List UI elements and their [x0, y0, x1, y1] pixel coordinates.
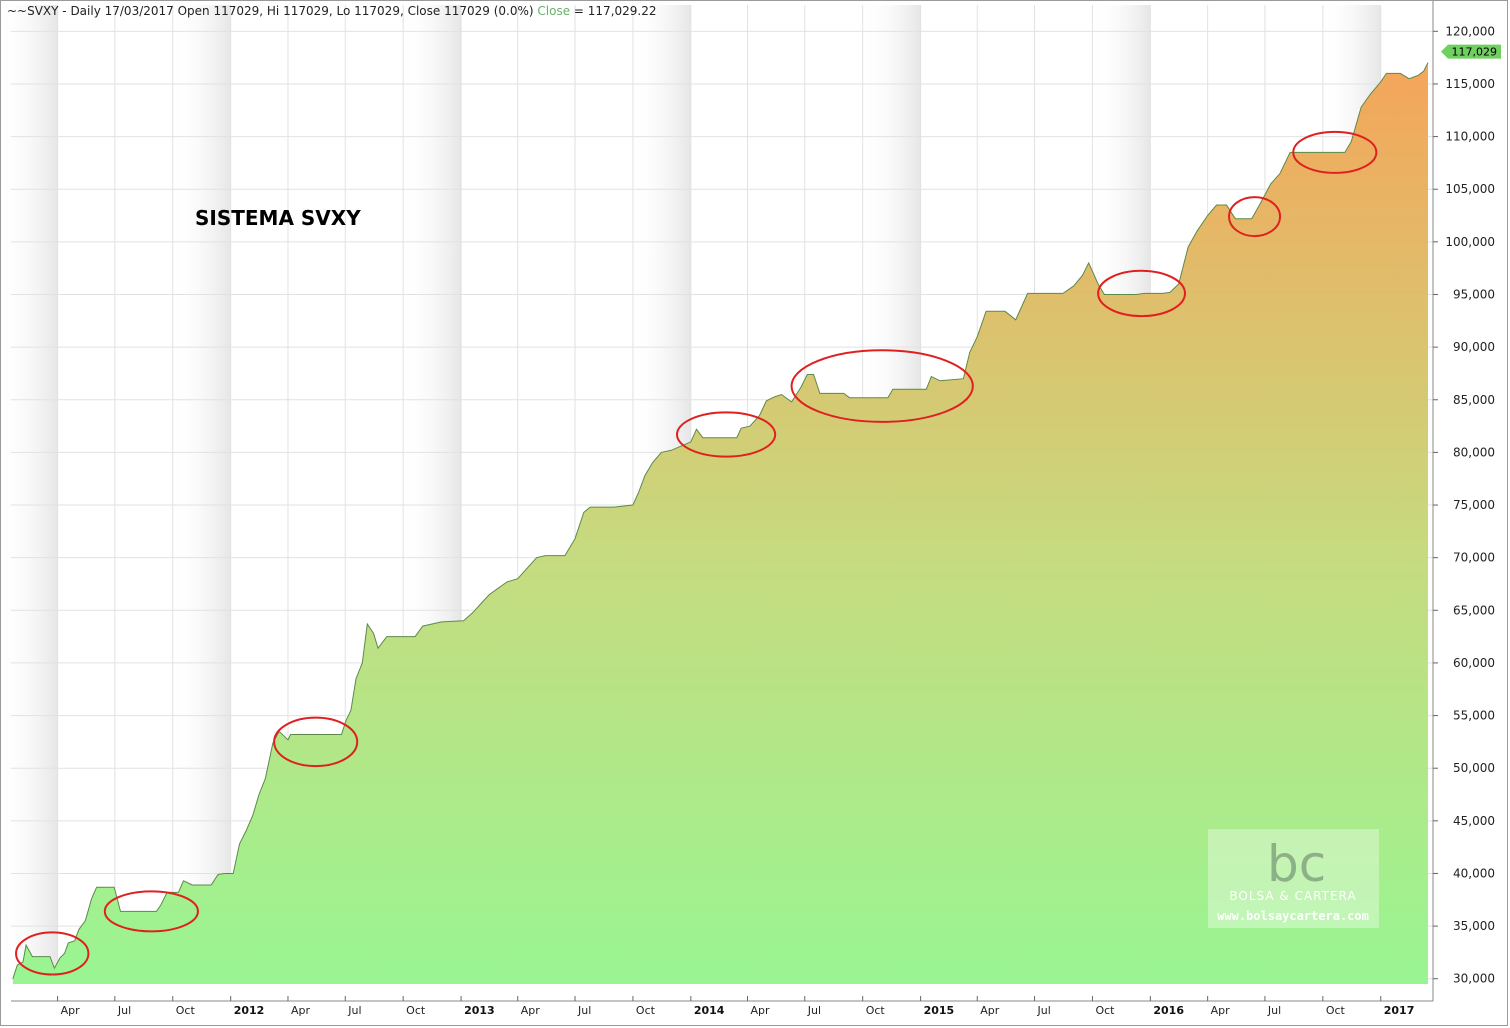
watermark-box [1208, 829, 1379, 928]
y-tick-label: 95,000 [1453, 287, 1495, 301]
highlight-ellipse [1097, 269, 1186, 318]
x-tick-label: Oct [1095, 1004, 1115, 1017]
x-tick-label: 2013 [464, 1004, 495, 1017]
equity-line [12, 62, 1429, 979]
x-axis-tick-labels: Apr Jul Oct 2012 Apr Jul Oct 2013 Apr Jul Oct 2014 A… [57, 996, 1415, 1017]
x-tick-label: Oct [636, 1004, 656, 1017]
equity-area [12, 62, 1429, 985]
x-tick-label: Oct [176, 1004, 196, 1017]
y-tick-label: 65,000 [1453, 603, 1495, 617]
highlight-ellipses [15, 130, 1378, 976]
y-tick-label: 80,000 [1453, 445, 1495, 459]
x-tick-label: Jul [1037, 1004, 1051, 1017]
header-close-label: Close [537, 4, 570, 18]
x-tick-label: Apr [291, 1004, 311, 1017]
x-tick-label: Apr [1211, 1004, 1231, 1017]
x-tick-label: Apr [61, 1004, 81, 1017]
y-tick-label: 70,000 [1453, 551, 1495, 565]
header-close-value: = 117,029.22 [574, 4, 657, 18]
watermark: bc BOLSA & CARTERA www.bolsaycartera.com [1208, 829, 1379, 928]
highlight-ellipse [103, 890, 199, 933]
year-shade-band [1, 5, 58, 984]
last-value-tag-text: 117,029 [1452, 46, 1498, 59]
highlight-ellipse [15, 931, 90, 976]
x-tick-label: Apr [521, 1004, 541, 1017]
chart-title: SISTEMA SVXY [195, 206, 361, 230]
x-tick-label: Jul [1267, 1004, 1281, 1017]
x-tick-label: Oct [406, 1004, 426, 1017]
y-tick-label: 30,000 [1453, 972, 1495, 986]
y-tick-label: 50,000 [1453, 761, 1495, 775]
last-value-tag: 117,029 [1441, 44, 1501, 59]
axes [11, 1, 1434, 1002]
y-tick-label: 110,000 [1445, 130, 1495, 144]
y-tick-label: 55,000 [1453, 709, 1495, 723]
x-tick-label: Jul [117, 1004, 131, 1017]
x-tick-label: 2015 [924, 1004, 955, 1017]
last-value-tag-shape [1441, 44, 1501, 59]
x-tick-label: Apr [980, 1004, 1000, 1017]
y-tick-label: 35,000 [1453, 919, 1495, 933]
year-shade-band [170, 5, 231, 984]
x-tick-label: 2014 [694, 1004, 725, 1017]
highlight-ellipse [790, 349, 974, 423]
x-tick-label: Jul [577, 1004, 591, 1017]
chart-header: ~~SVXY - Daily 17/03/2017 Open 117029, H… [7, 4, 657, 18]
x-tick-label: Jul [807, 1004, 821, 1017]
equity-area-fill [12, 62, 1428, 985]
y-tick-label: 60,000 [1453, 656, 1495, 670]
watermark-logo: bc [1267, 835, 1326, 893]
y-tick-label: 105,000 [1445, 182, 1495, 196]
y-tick-label: 75,000 [1453, 498, 1495, 512]
x-tick-label: 2016 [1153, 1004, 1184, 1017]
y-tick-label: 100,000 [1445, 235, 1495, 249]
highlight-ellipse [273, 716, 359, 768]
x-tick-label: 2017 [1384, 1004, 1415, 1017]
y-tick-label: 40,000 [1453, 866, 1495, 880]
y-axis-tick-labels: 30,000 35,000 40,000 45,000 50,000 55,000 60,0… [1433, 24, 1495, 986]
x-tick-label: Oct [866, 1004, 886, 1017]
y-tick-label: 85,000 [1453, 393, 1495, 407]
y-tick-label: 90,000 [1453, 340, 1495, 354]
y-tick-label: 120,000 [1445, 24, 1495, 38]
header-prefix: ~~SVXY - Daily 17/03/2017 Open 117029, H… [7, 4, 534, 18]
highlight-ellipse [675, 411, 777, 458]
x-tick-label: Oct [1326, 1004, 1346, 1017]
highlight-ellipse [1228, 196, 1282, 238]
y-tick-label: 45,000 [1453, 814, 1495, 828]
watermark-url: www.bolsaycartera.com [1217, 909, 1369, 923]
y-tick-label: 115,000 [1445, 77, 1495, 91]
highlight-ellipse [1292, 130, 1378, 174]
x-tick-label: Apr [750, 1004, 770, 1017]
x-tick-label: 2012 [234, 1004, 265, 1017]
x-tick-label: Jul [347, 1004, 361, 1017]
watermark-name: BOLSA & CARTERA [1229, 889, 1356, 903]
